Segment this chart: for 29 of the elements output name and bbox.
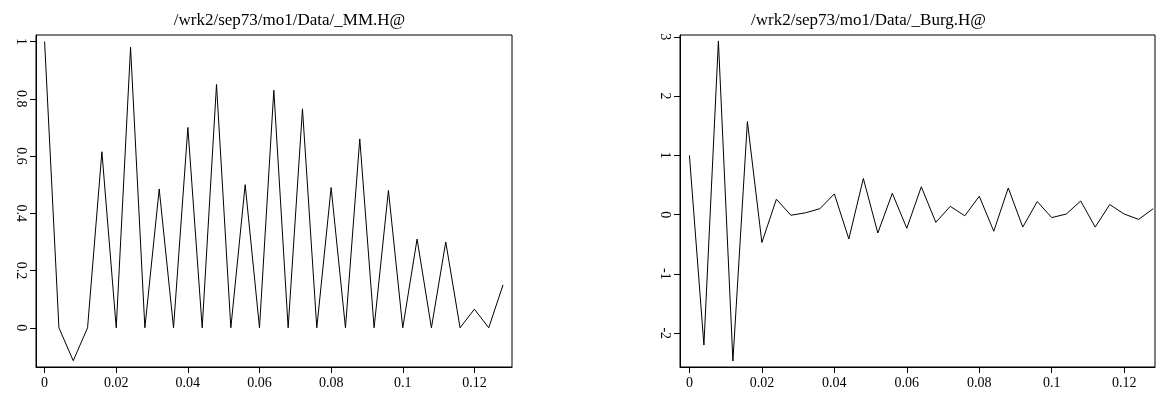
x-tick-label: 0.08 [967,374,992,390]
y-tick-label: 0.6 [13,147,29,165]
x-tick-label: 0.12 [462,374,487,390]
line-series [44,41,504,362]
x-tick-label: 0.1 [394,374,412,390]
x-tick-label: 0 [685,374,693,390]
y-tick-label: 0.2 [13,261,29,280]
x-tick-label: 0.02 [749,374,775,390]
y-tick-label: 2 [657,92,673,100]
x-tick-label: 0.04 [175,374,201,390]
x-tick-label: 0.1 [1042,374,1061,390]
x-tick-label: 0.06 [894,374,920,390]
y-tick-label: 0.4 [13,204,29,223]
chart-title: /wrk2/sep73/mo1/Data/_MM.H@ [173,10,406,29]
x-tick-label: 0.08 [318,374,344,390]
x-tick-label: 0.12 [1111,374,1137,390]
chart-title: /wrk2/sep73/mo1/Data/_Burg.H@ [751,10,986,29]
y-tick-label: -2 [657,327,673,340]
x-tick-label: 0.04 [822,374,847,390]
y-tick-label: 3 [657,33,673,41]
x-tick-label: 0.02 [103,374,129,390]
y-tick-label: 0 [657,211,673,219]
y-tick-label: 0 [13,324,29,332]
x-tick-label: 0.06 [247,374,272,390]
y-tick-label: 0.8 [13,90,29,108]
y-tick-label: -1 [657,268,673,280]
x-tick-label: 0 [41,374,49,390]
y-tick-label: 1 [13,38,29,46]
y-tick-label: 1 [657,151,673,159]
